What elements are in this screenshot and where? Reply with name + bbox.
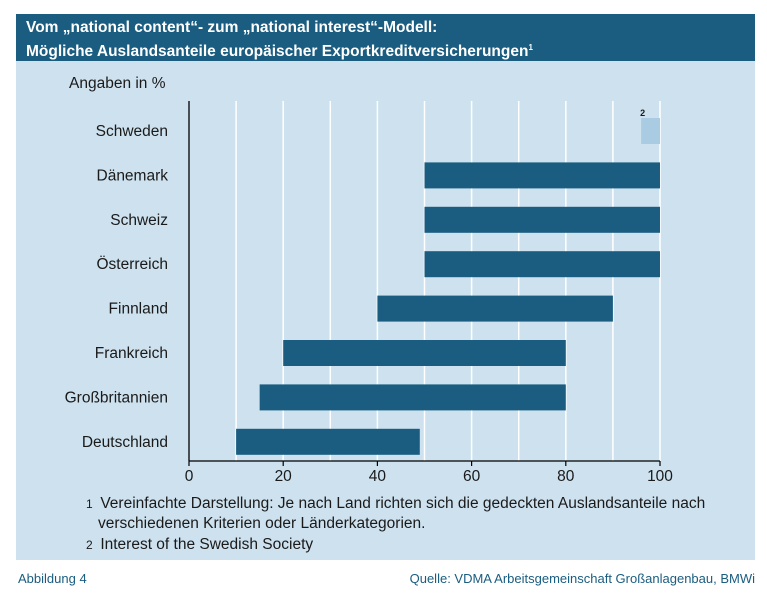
footnote-1-line-2: verschiedenen Kriterien oder Länderkateg… [98,515,426,532]
range-bar [424,162,660,189]
source-note: Quelle: VDMA Arbeitsgemeinschaft Großanl… [409,571,755,586]
x-tick-label: 100 [647,468,673,485]
category-label: Österreich [97,255,169,273]
range-bar [424,251,660,278]
footnote-2-text: Interest of the Swedish Society [100,536,314,553]
category-label: Deutschland [82,434,168,451]
range-bar [424,206,660,233]
range-bar [283,340,566,366]
footnote-2: 2 Interest of the Swedish Society [86,535,746,555]
category-label: Finnland [109,301,168,318]
bar-footnote-mark: 2 [640,108,645,118]
category-label: Dänemark [97,167,169,184]
title-footnote-mark: 1 [528,43,533,52]
title-line-1: Vom „national content“- zum „national in… [26,19,438,36]
unit-label: Angaben in % [69,75,166,92]
range-bar [236,428,420,455]
footnote-2-number: 2 [86,538,93,552]
range-bar [259,384,566,411]
chart-title-bar: Vom „national content“- zum „national in… [16,14,755,61]
footnote-1-number: 1 [86,497,93,511]
footnote-1-line-1: Vereinfachte Darstellung: Je nach Land r… [100,495,706,512]
x-tick-label: 0 [185,468,194,485]
range-bar [641,118,660,144]
title-line-2-text: Mögliche Auslandsanteile europäischer Ex… [26,43,529,61]
x-tick-label: 40 [369,468,387,485]
range-bar-chart: Angaben in % Schweden 2 Dänemark Schweiz Öste… [65,75,674,485]
footnote-1: 1 Vereinfachte Darstellung: Je nach Land… [86,494,746,534]
category-label: Großbritannien [65,389,168,406]
category-label: Frankreich [95,345,168,362]
category-label: Schweiz [110,212,168,229]
x-tick-label: 60 [463,468,481,485]
chart-panel: Angaben in % Schweden 2 Dänemark Schweiz Öste… [16,61,755,560]
range-bar [377,295,613,322]
x-tick-label: 80 [557,468,575,485]
title-line-2: Mögliche Auslandsanteile europäischer Ex… [26,38,745,62]
x-tick-label: 20 [275,468,293,485]
figure-number: Abbildung 4 [18,571,87,586]
category-label: Schweden [96,123,168,140]
